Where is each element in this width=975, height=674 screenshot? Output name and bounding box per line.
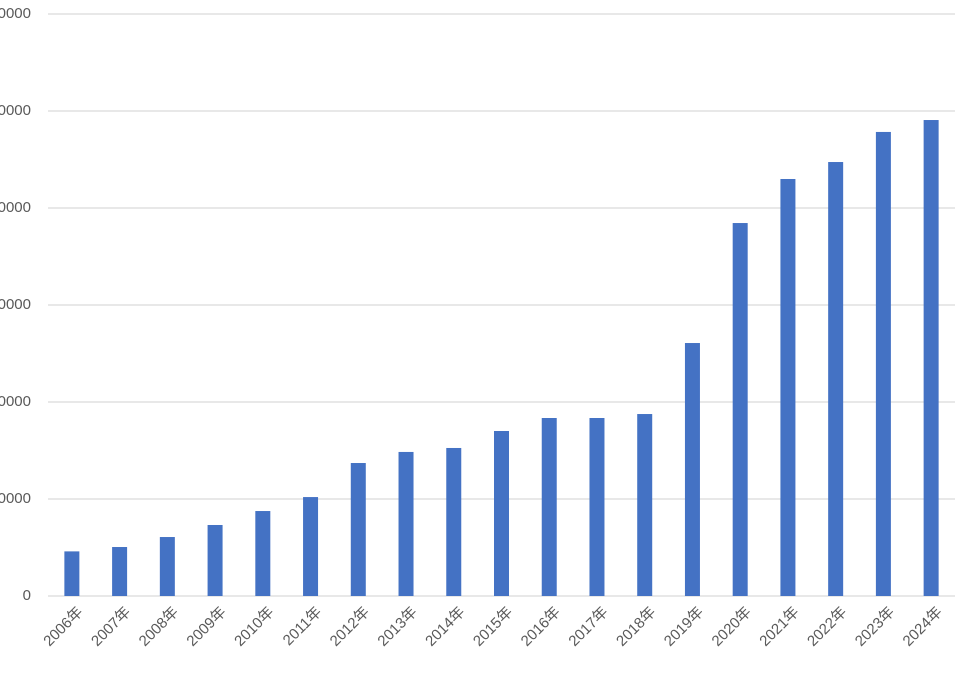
bar	[684, 343, 700, 596]
x-tick-label: 2022年	[804, 604, 850, 650]
x-tick-label: 2020年	[709, 604, 755, 650]
bar	[828, 162, 844, 596]
x-tick-label: 2015年	[470, 604, 516, 650]
y-tick-label: 10000	[0, 490, 31, 507]
bar	[303, 497, 319, 596]
x-tick-label: 2016年	[518, 604, 564, 650]
x-tick-label: 2009年	[183, 604, 229, 650]
y-tick-label: 30000	[0, 296, 31, 313]
bar	[207, 524, 223, 596]
bar	[732, 223, 748, 596]
bar	[780, 178, 796, 596]
x-tick-label: 2010年	[231, 604, 277, 650]
y-tick-label: 40000	[0, 199, 31, 216]
x-tick-label: 2023年	[852, 604, 898, 650]
x-tick-label: 2014年	[422, 604, 468, 650]
x-tick-label: 2007年	[88, 604, 134, 650]
x-tick-label: 2012年	[327, 604, 373, 650]
x-tick-label: 2017年	[565, 604, 611, 650]
x-tick-label: 2011年	[280, 604, 325, 649]
y-tick-label: 0	[23, 587, 31, 604]
bar	[398, 451, 414, 596]
bar	[446, 447, 462, 596]
y-tick-label: 60000	[0, 5, 31, 22]
x-tick-label: 2018年	[613, 604, 659, 650]
bar	[541, 418, 557, 596]
bar	[875, 131, 891, 596]
x-tick-label: 2013年	[374, 604, 420, 650]
bar	[255, 511, 271, 596]
bar	[494, 431, 509, 596]
x-tick-label: 2021年	[756, 604, 802, 650]
bar	[64, 551, 80, 596]
bar	[159, 537, 175, 596]
bar	[589, 418, 605, 596]
y-tick-label: 20000	[0, 393, 31, 410]
bar	[350, 463, 366, 596]
x-tick-label: 2019年	[661, 604, 707, 650]
bar	[112, 547, 128, 596]
x-tick-label: 2006年	[40, 604, 86, 650]
x-tick-label: 2024年	[900, 604, 946, 650]
bar	[637, 414, 653, 596]
bar	[923, 120, 939, 597]
x-tick-label: 2008年	[136, 604, 182, 650]
y-tick-label: 50000	[0, 102, 31, 119]
